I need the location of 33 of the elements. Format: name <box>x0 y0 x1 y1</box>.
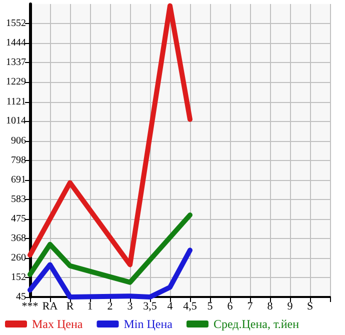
x-tick-label: 4 <box>167 300 174 312</box>
y-tick-label: 1121 <box>6 96 26 108</box>
x-tick-label: S <box>306 300 314 312</box>
y-tick-label: 906 <box>11 135 26 146</box>
legend-label: Сред.Цена, т.йен <box>213 317 300 331</box>
y-tick-label: 1229 <box>6 76 26 88</box>
x-tick-label: 4,5 <box>183 300 198 312</box>
y-tick-label: 1337 <box>6 57 26 68</box>
x-tick-label: RA <box>42 300 58 312</box>
x-tick-label: 2 <box>107 300 113 312</box>
x-tick-label: 1 <box>87 300 93 312</box>
y-tick-label: 1444 <box>6 38 26 49</box>
x-tick-label: 3 <box>127 300 134 312</box>
y-tick-label: 152 <box>11 272 26 284</box>
legend-label: Max Цена <box>32 317 84 331</box>
y-tick-label: 260 <box>11 252 26 264</box>
x-tick-label: 6 <box>227 300 234 312</box>
y-tick-label: 1014 <box>6 116 26 127</box>
x-tick-label: 8 <box>267 300 274 312</box>
x-tick-label: R <box>66 300 74 312</box>
y-tick-label: 368 <box>11 232 26 244</box>
y-tick-label: 1552 <box>6 18 26 30</box>
x-tick-label: 5 <box>207 300 214 312</box>
y-tick-label: 583 <box>11 194 26 205</box>
x-tick-label: 3,5 <box>143 300 158 312</box>
y-tick-label: 45 <box>16 292 26 302</box>
legend-label: Min Цена <box>124 317 174 331</box>
y-tick-label: 798 <box>11 154 26 166</box>
y-tick-label: 475 <box>11 213 26 224</box>
x-tick-label: *** <box>22 300 38 312</box>
x-tick-label: 9 <box>287 300 294 312</box>
x-tick-label: 7 <box>247 300 254 312</box>
y-tick-label: 691 <box>11 174 26 186</box>
